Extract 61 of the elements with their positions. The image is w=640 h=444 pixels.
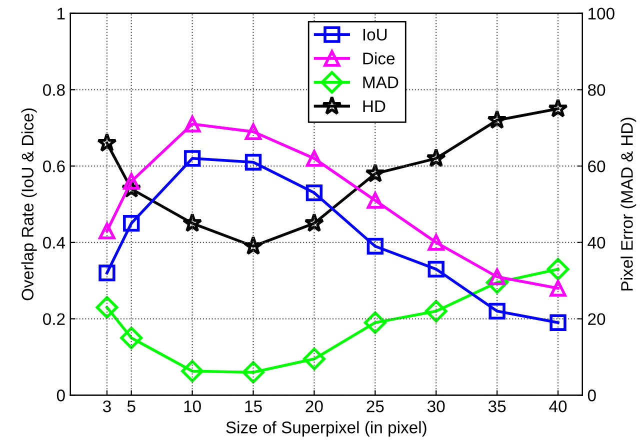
point [365, 163, 386, 182]
y-tick-label: 0.6 [43, 160, 65, 172]
x-tick-label: 40 [549, 400, 567, 412]
point [546, 258, 570, 280]
point [364, 311, 386, 334]
x-tick-label: 30 [427, 400, 445, 412]
point [96, 296, 118, 319]
y2-tick-label: 60 [588, 160, 606, 172]
y2-axis-title: Pixel Error (MAD & HD) [620, 118, 636, 290]
point [428, 234, 444, 251]
point [548, 98, 568, 118]
point [243, 236, 264, 255]
x-tick-label: 10 [184, 400, 201, 412]
point [123, 172, 140, 190]
point [424, 300, 448, 322]
point [98, 264, 116, 282]
x-tick-label: 20 [306, 400, 323, 412]
point [120, 326, 143, 350]
y2-tick-label: 80 [588, 84, 606, 96]
y-tick-label: 1 [58, 8, 65, 20]
point [550, 314, 566, 331]
x-tick-label: 3 [102, 400, 111, 412]
y-tick-label: 0 [56, 390, 65, 402]
point [182, 212, 202, 232]
point [487, 110, 508, 129]
point [304, 212, 324, 232]
point [184, 150, 201, 167]
y-tick-label: 0.8 [43, 84, 65, 96]
point [550, 280, 566, 297]
legend-label: MAD [363, 76, 398, 88]
x-tick-label: 35 [488, 400, 506, 412]
y2-tick-label: 40 [588, 236, 606, 249]
point [306, 184, 323, 202]
x-tick-label: 5 [127, 400, 136, 412]
y2-tick-label: 20 [588, 313, 606, 325]
legend-label: IoU [363, 28, 387, 41]
point [244, 154, 262, 171]
y-axis-title: Overlap Rate (IoU & Dice) [21, 108, 37, 300]
x-axis-title: Size of Superpixel (in pixel) [226, 421, 426, 437]
point [123, 214, 140, 232]
point [96, 132, 117, 152]
point [428, 260, 444, 278]
y-tick-label: 0.4 [43, 236, 66, 249]
point [244, 123, 262, 140]
point [184, 116, 201, 132]
point [242, 361, 264, 384]
legend-label: Dice [363, 52, 395, 64]
y-tick-label: 0.2 [43, 313, 65, 325]
point [303, 348, 326, 370]
y2-tick-label: 100 [588, 8, 614, 20]
y2-tick-label: 0 [588, 390, 596, 402]
x-tick-label: 15 [245, 400, 262, 412]
point [426, 148, 446, 168]
point [366, 238, 384, 255]
point [181, 360, 204, 382]
point [98, 222, 116, 240]
point [488, 302, 506, 320]
x-tick-label: 25 [366, 400, 384, 412]
point [306, 150, 323, 167]
point [366, 192, 384, 209]
legend-label: HD [363, 100, 386, 112]
